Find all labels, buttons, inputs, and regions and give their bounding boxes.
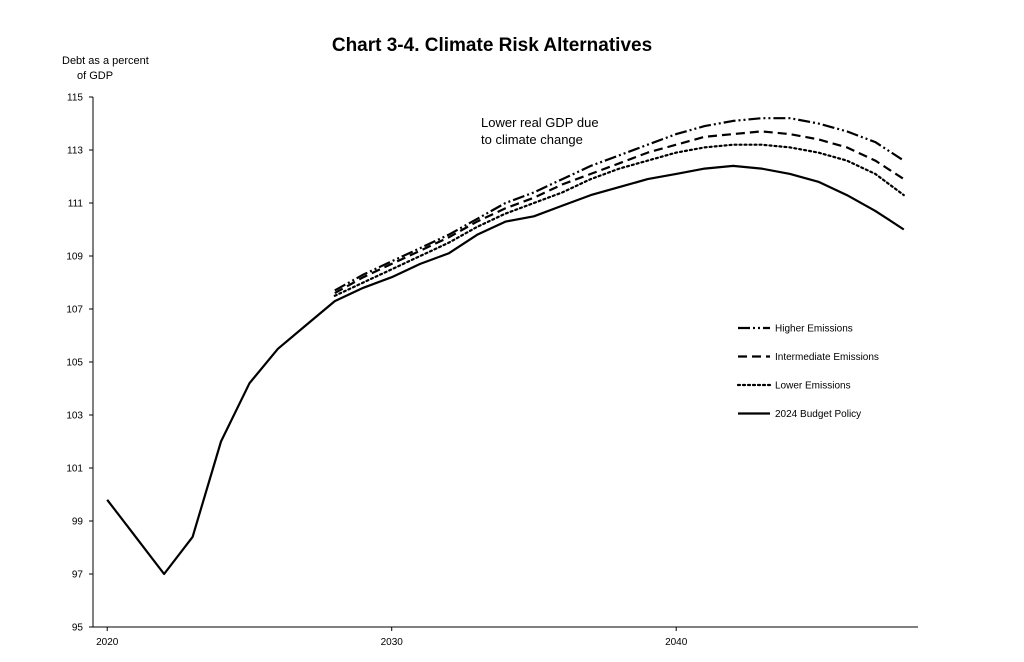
annotation-line-1: Lower real GDP due <box>481 115 599 130</box>
legend-label: Higher Emissions <box>775 324 853 335</box>
series-line-lower-emissions <box>333 143 905 297</box>
y-tick-label: 103 <box>66 411 83 422</box>
x-axis: 2020 2030 2040 <box>93 626 918 648</box>
y-tick-label: 111 <box>68 199 84 210</box>
y-axis-label-line-1: Debt as a percent <box>62 55 149 67</box>
series-line-intermediate-emissions <box>334 130 905 295</box>
y-tick-label: 105 <box>66 358 83 369</box>
y-tick-label: 109 <box>66 252 83 263</box>
y-tick-label: 97 <box>72 570 84 581</box>
legend: Higher Emissions Intermediate Emissions Lo… <box>736 324 879 420</box>
y-tick-group: 95 97 99 101 103 105 107 109 111 113 115 <box>66 93 93 634</box>
y-axis-label-line-2: of GDP <box>77 70 113 82</box>
annotation-line-2: to climate change <box>481 132 583 147</box>
legend-label: 2024 Budget Policy <box>775 409 861 420</box>
x-tick-label: 2020 <box>96 637 119 648</box>
y-tick-label: 101 <box>66 464 83 475</box>
y-tick-label: 95 <box>72 623 84 634</box>
y-tick-label: 99 <box>72 517 84 528</box>
legend-label: Intermediate Emissions <box>775 352 879 363</box>
series-line-2024-budget-policy <box>106 164 905 576</box>
series-lines <box>106 117 905 576</box>
chart-title: Chart 3-4. Climate Risk Alternatives <box>332 35 652 56</box>
series-line-higher-emissions <box>334 117 905 292</box>
x-tick-label: 2040 <box>665 637 688 648</box>
x-tick-group: 2020 2030 2040 <box>96 627 688 648</box>
x-tick-label: 2030 <box>381 637 404 648</box>
y-axis: 95 97 99 101 103 105 107 109 111 113 115 <box>66 93 94 634</box>
y-tick-label: 113 <box>67 146 83 157</box>
legend-label: Lower Emissions <box>775 381 851 392</box>
y-tick-label: 107 <box>66 305 83 316</box>
y-tick-label: 115 <box>67 93 83 104</box>
